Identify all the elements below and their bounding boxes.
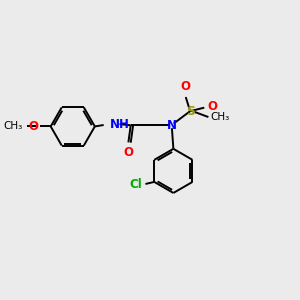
Text: N: N <box>167 119 177 132</box>
Text: NH: NH <box>110 118 130 130</box>
Text: O: O <box>28 120 38 133</box>
Text: Cl: Cl <box>129 178 142 191</box>
Text: O: O <box>123 146 134 160</box>
Text: CH₃: CH₃ <box>210 112 230 122</box>
Text: S: S <box>186 105 195 118</box>
Text: O: O <box>208 100 218 113</box>
Text: CH₃: CH₃ <box>4 122 23 131</box>
Text: O: O <box>181 80 191 93</box>
